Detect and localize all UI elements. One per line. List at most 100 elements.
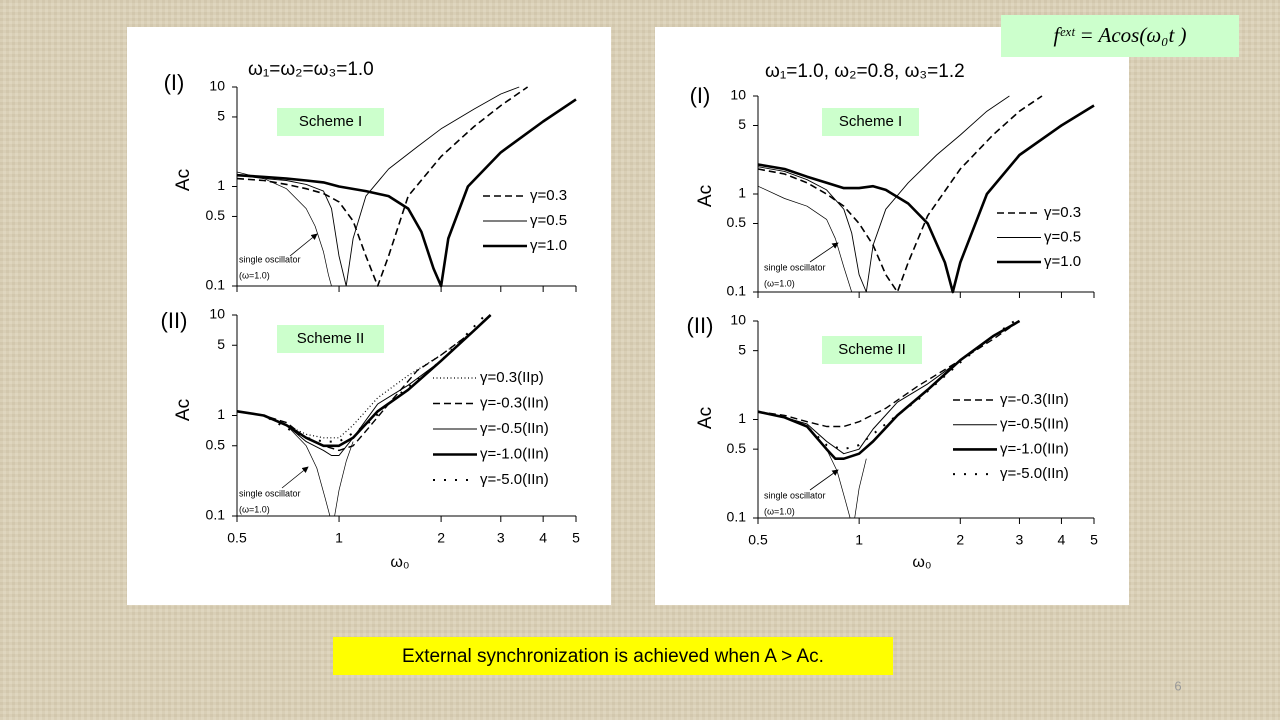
series-line (236, 86, 520, 287)
legend-label: γ=-0.3(IIn) (480, 394, 549, 411)
legend-label: γ=0.3 (530, 187, 567, 204)
scheme-label: Scheme II (838, 341, 906, 358)
series-line (236, 314, 492, 439)
x-tick-label: 4 (539, 530, 547, 546)
scheme-box (277, 325, 384, 353)
y-axis-label: Ac (173, 399, 194, 421)
scheme-label: Scheme I (299, 113, 362, 130)
series-line (236, 314, 487, 443)
scheme-box (822, 336, 922, 364)
legend-label: γ=-0.3(IIn) (1000, 391, 1069, 408)
series-line (236, 314, 492, 452)
x-tick-label: 0.5 (748, 532, 768, 548)
y-tick-label: 0.1 (206, 507, 226, 523)
annotation: single oscillator (239, 254, 301, 264)
y-tick-label: 0.1 (727, 509, 747, 525)
scheme-box (277, 108, 384, 136)
panel-label: (I) (164, 70, 185, 95)
chart-title: ω₁=ω₂=ω₃=1.0 (248, 59, 374, 80)
x-tick-label: 3 (1016, 532, 1024, 548)
y-tick-label: 5 (217, 336, 225, 352)
annotation: single oscillator (764, 490, 826, 500)
panel-label: (I) (690, 83, 711, 108)
series-line (757, 95, 1010, 293)
legend-label: γ=-5.0(IIn) (480, 471, 549, 488)
annotation: (ω=1.0) (764, 278, 795, 288)
x-tick-label: 1 (335, 530, 343, 546)
y-tick-label: 0.5 (727, 440, 747, 456)
annotation-arrow (809, 469, 839, 491)
page-number: 6 (1174, 678, 1181, 693)
y-tick-label: 5 (217, 108, 225, 124)
series-line (757, 104, 1095, 294)
y-tick-label: 1 (738, 185, 746, 201)
annotation-arrow (289, 233, 318, 257)
x-tick-label: 2 (437, 530, 445, 546)
annotation: (ω=1.0) (239, 504, 270, 514)
caption: External synchronization is achieved whe… (402, 646, 824, 667)
annotation: single oscillator (764, 262, 826, 272)
y-axis-label: Ac (695, 407, 716, 429)
series-line (757, 411, 867, 519)
y-tick-label: 10 (209, 78, 225, 94)
y-tick-label: 5 (738, 116, 746, 132)
legend-label: γ=-1.0(IIn) (1000, 440, 1069, 457)
scheme-label: Scheme II (297, 330, 365, 347)
legend-label: γ=0.5 (530, 212, 567, 229)
panel-label: (II) (687, 313, 714, 338)
y-tick-label: 0.5 (727, 214, 747, 230)
y-tick-label: 0.1 (206, 277, 226, 293)
y-tick-label: 10 (730, 87, 746, 103)
formula: fᵉˣᵗ = Acos(ω₀t ) (1053, 23, 1186, 47)
series-line (236, 86, 529, 287)
legend-label: γ=1.0 (530, 237, 567, 254)
series-line (236, 171, 332, 287)
series-line (757, 95, 1043, 293)
legend-label: γ=-0.5(IIn) (480, 420, 549, 437)
series-line (236, 410, 354, 517)
legend-label: γ=0.5 (1044, 228, 1081, 245)
y-tick-label: 0.1 (727, 283, 747, 299)
series-line (757, 320, 1016, 451)
x-tick-label: 4 (1058, 532, 1066, 548)
x-tick-label: 2 (956, 532, 964, 548)
x-tick-label: 3 (497, 530, 505, 546)
y-tick-label: 5 (738, 341, 746, 357)
x-axis-label: ω₀ (912, 554, 931, 571)
annotation-arrow (281, 466, 309, 489)
x-tick-label: 0.5 (227, 530, 247, 546)
annotation-arrow (809, 242, 839, 263)
y-tick-label: 10 (209, 306, 225, 322)
x-tick-label: 1 (855, 532, 863, 548)
scheme-box (822, 108, 919, 136)
y-tick-label: 1 (738, 410, 746, 426)
legend-label: γ=1.0 (1044, 253, 1081, 270)
y-tick-label: 0.5 (206, 436, 226, 452)
series-line (757, 185, 853, 293)
y-tick-label: 1 (217, 406, 225, 422)
y-tick-label: 10 (730, 312, 746, 328)
legend-label: γ=0.3 (1044, 204, 1081, 221)
x-tick-label: 5 (572, 530, 580, 546)
series-line (236, 98, 577, 288)
x-axis-label: ω₀ (390, 554, 409, 571)
y-tick-label: 1 (217, 177, 225, 193)
y-axis-label: Ac (173, 169, 194, 191)
legend-label: γ=-1.0(IIn) (480, 445, 549, 462)
annotation: (ω=1.0) (239, 270, 270, 280)
annotation: single oscillator (239, 488, 301, 498)
y-axis-label: Ac (695, 185, 716, 207)
y-tick-label: 0.5 (206, 207, 226, 223)
formula-box (1001, 15, 1239, 57)
panel-label: (II) (161, 308, 188, 333)
chart: 0.1 0.5 1 5 10 Ac ω₁=1.0, ω₂=0.8, ω₃=1.2 (I) Sch… (690, 61, 1095, 299)
legend-label: γ=0.3(IIp) (480, 369, 544, 386)
caption-box (333, 637, 893, 675)
chart: 0.1 0.5 1 5 10 Ac ω₁=ω₂=ω₃=1.0 (I) Scheme I singl… (164, 59, 577, 293)
x-tick-label: 5 (1090, 532, 1098, 548)
scheme-label: Scheme I (839, 113, 902, 130)
